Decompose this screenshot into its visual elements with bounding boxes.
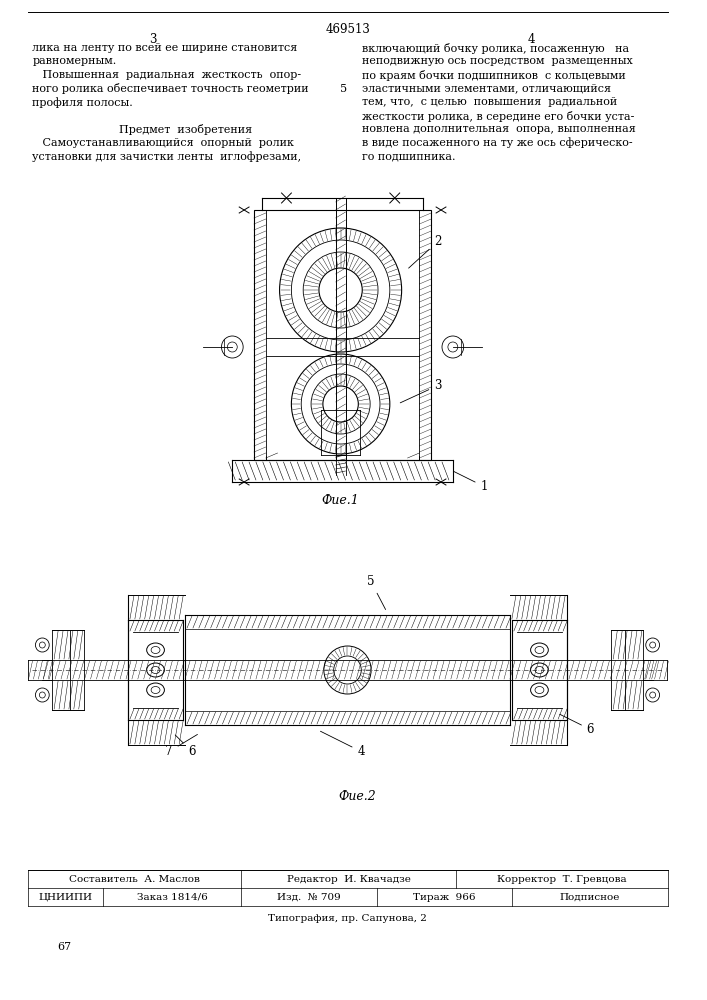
Text: Самоустанавливающийся  опорный  ролик: Самоустанавливающийся опорный ролик xyxy=(33,137,294,147)
Text: в виде посаженного на ту же ось сферическо-: в виде посаженного на ту же ось сферичес… xyxy=(362,137,633,148)
Text: включающий бочку ролика, посаженную   на: включающий бочку ролика, посаженную на xyxy=(362,43,629,54)
Text: Составитель  А. Маслов: Составитель А. Маслов xyxy=(69,874,200,884)
Text: ЦНИИПИ: ЦНИИПИ xyxy=(38,892,93,902)
Text: тем, что,  с целью  повышения  радиальной: тем, что, с целью повышения радиальной xyxy=(362,97,617,107)
Text: Заказ 1814/6: Заказ 1814/6 xyxy=(137,892,208,902)
Text: 6: 6 xyxy=(560,714,594,736)
Text: Предмет  изобретения: Предмет изобретения xyxy=(119,124,252,135)
Text: ного ролика обеспечивает точность геометрии: ного ролика обеспечивает точность геомет… xyxy=(33,84,309,95)
Text: по краям бочки подшипников  с кольцевыми: по краям бочки подшипников с кольцевыми xyxy=(362,70,626,81)
Text: 3: 3 xyxy=(149,33,156,46)
Text: Фие.2: Фие.2 xyxy=(339,790,376,803)
Text: Повышенная  радиальная  жесткость  опор-: Повышенная радиальная жесткость опор- xyxy=(33,70,302,80)
Text: Типография, пр. Сапунова, 2: Типография, пр. Сапунова, 2 xyxy=(268,914,427,923)
Text: Корректор  Т. Гревцова: Корректор Т. Гревцова xyxy=(497,874,627,884)
Text: 5: 5 xyxy=(340,84,348,94)
Text: 3: 3 xyxy=(400,379,442,403)
Text: новлена дополнительная  опора, выполненная: новлена дополнительная опора, выполненна… xyxy=(362,124,636,134)
Text: 67: 67 xyxy=(57,942,71,952)
Bar xyxy=(254,210,431,460)
Text: Изд.  № 709: Изд. № 709 xyxy=(277,892,341,902)
Text: 4: 4 xyxy=(320,731,365,758)
Text: профиля полосы.: профиля полосы. xyxy=(33,97,133,108)
Text: Подписное: Подписное xyxy=(560,892,620,902)
Text: 5: 5 xyxy=(367,575,385,610)
Text: 4: 4 xyxy=(528,33,535,46)
Text: равномерным.: равномерным. xyxy=(33,56,117,66)
Text: 2: 2 xyxy=(409,235,441,268)
Text: эластичными элементами, отличающийся: эластичными элементами, отличающийся xyxy=(362,84,612,94)
Text: Фие.1: Фие.1 xyxy=(322,494,359,507)
Text: 7: 7 xyxy=(165,734,197,758)
Text: 6: 6 xyxy=(175,735,196,758)
Text: неподвижную ось посредством  размещенных: неподвижную ось посредством размещенных xyxy=(362,56,633,66)
Text: лика на ленту по всей ее ширине становится: лика на ленту по всей ее ширине становит… xyxy=(33,43,298,53)
Text: го подшипника.: го подшипника. xyxy=(362,151,456,161)
Text: установки для зачистки ленты  иглофрезами,: установки для зачистки ленты иглофрезами… xyxy=(33,151,302,162)
Text: Тираж  966: Тираж 966 xyxy=(413,892,476,902)
Text: 1: 1 xyxy=(453,471,488,493)
Text: 469513: 469513 xyxy=(325,23,370,36)
Text: жесткости ролика, в середине его бочки уста-: жесткости ролика, в середине его бочки у… xyxy=(362,110,635,121)
Text: Редактор  И. Квачадзе: Редактор И. Квачадзе xyxy=(286,874,411,884)
